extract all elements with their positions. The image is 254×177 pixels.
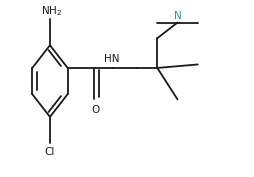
Text: O: O bbox=[91, 105, 100, 115]
Text: Cl: Cl bbox=[45, 147, 55, 157]
Text: NH$_2$: NH$_2$ bbox=[41, 4, 62, 18]
Text: N: N bbox=[174, 11, 182, 21]
Text: HN: HN bbox=[104, 54, 120, 64]
